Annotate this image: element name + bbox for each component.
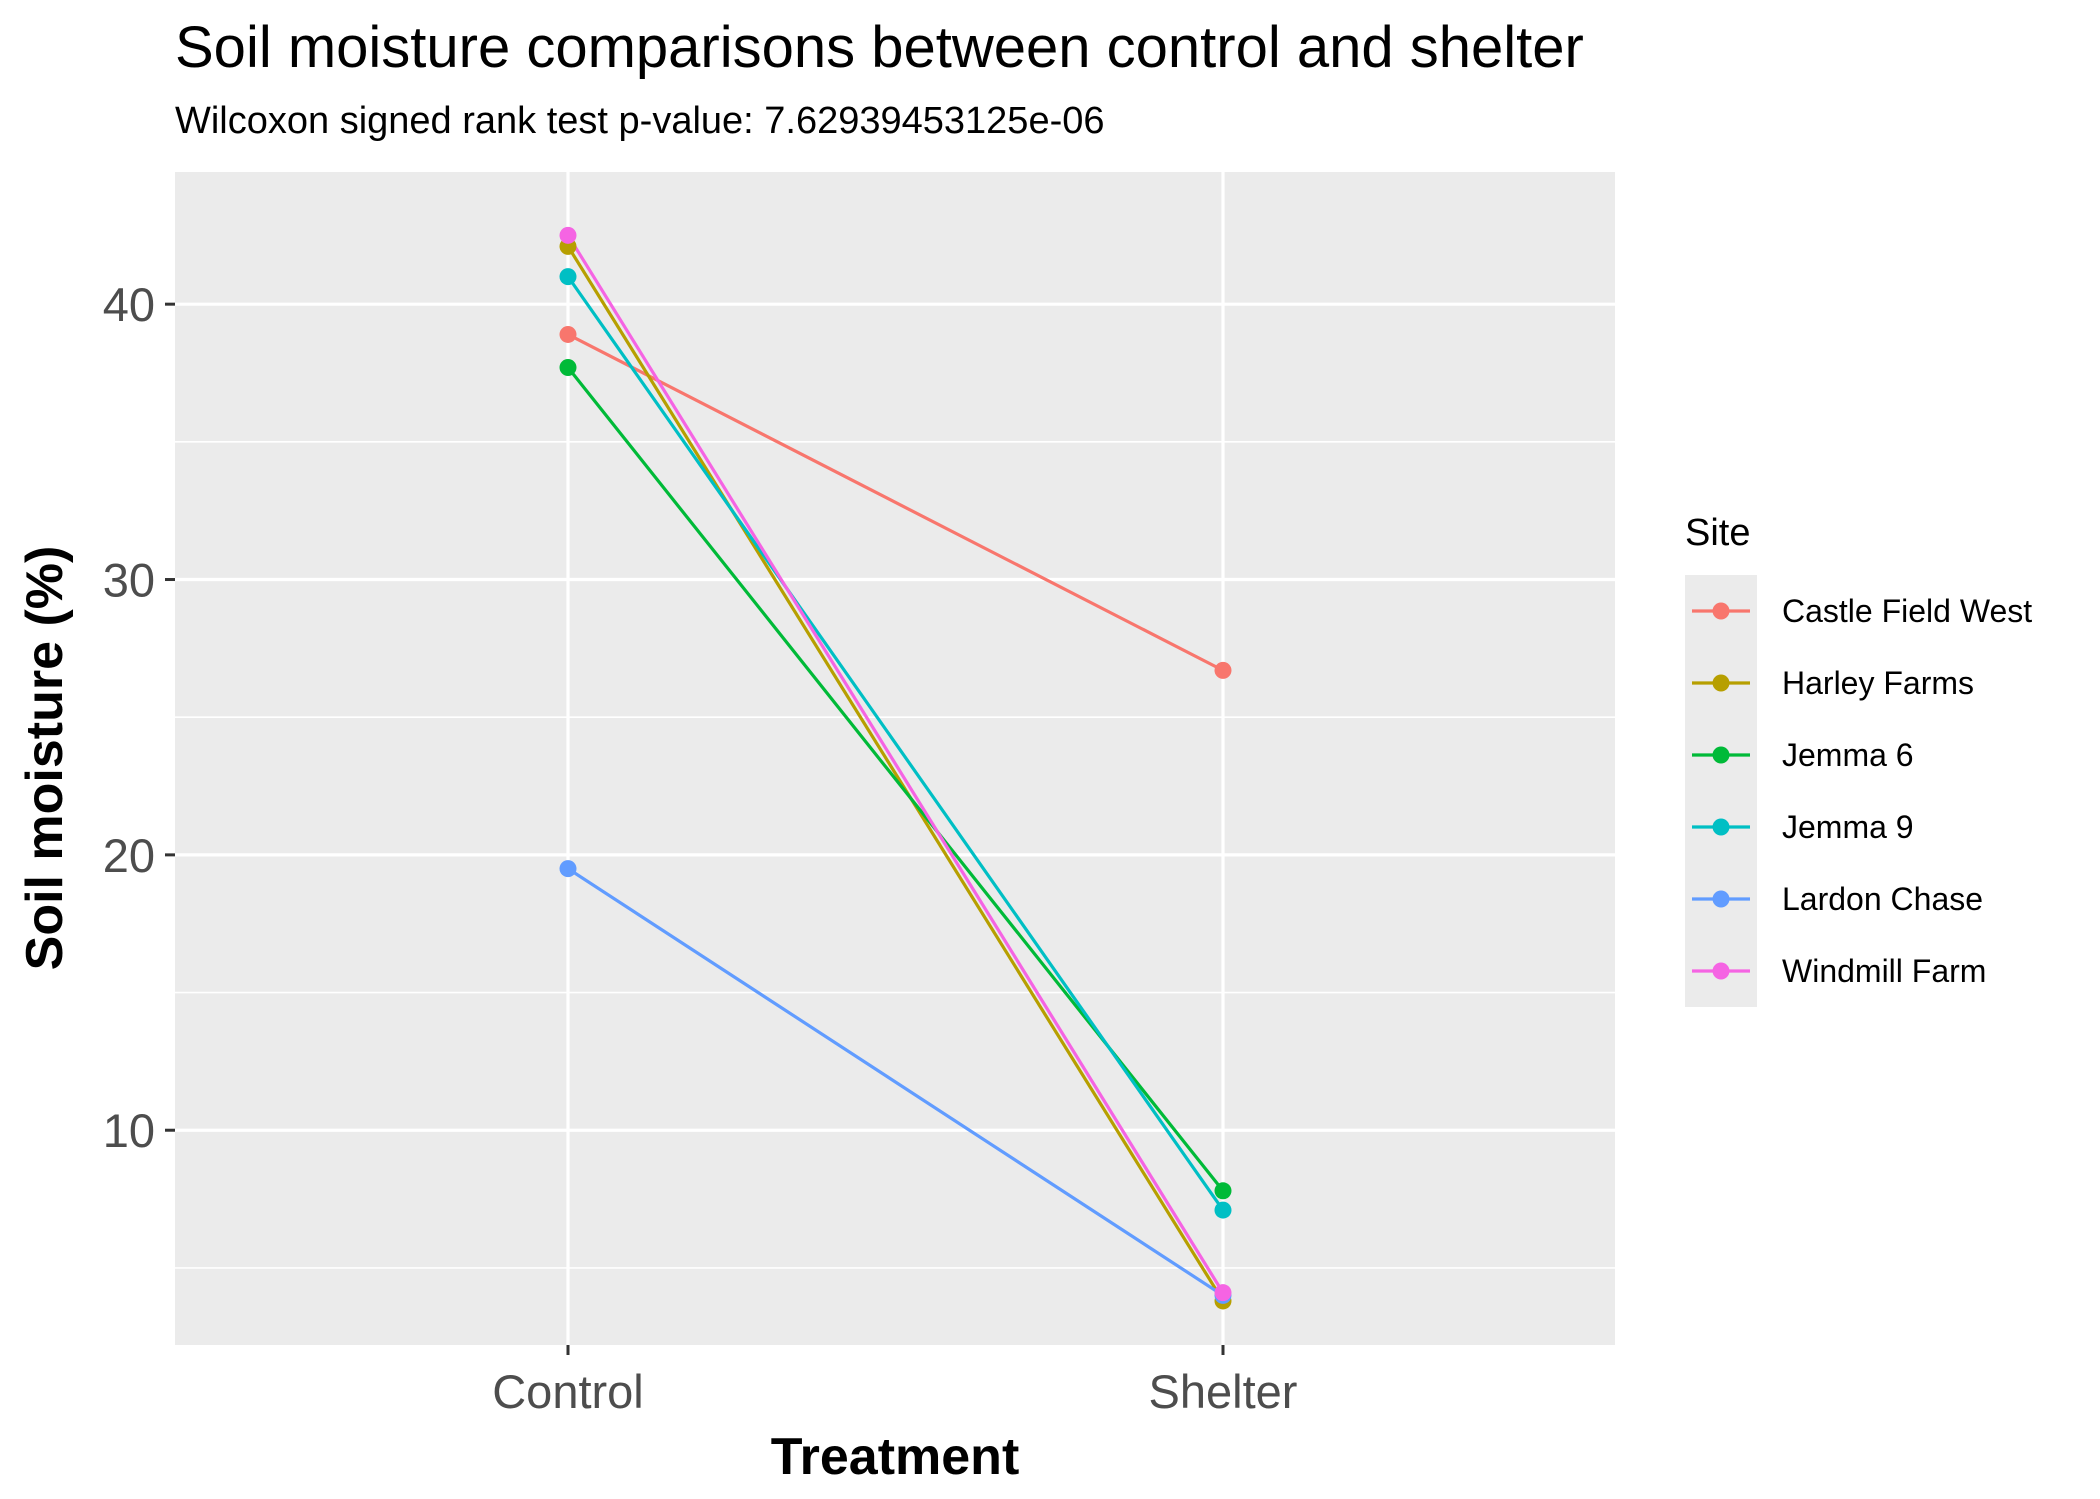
legend-items: Castle Field West Harley Farms Jemma 6 Jemm… xyxy=(1692,593,2032,989)
legend-key-point xyxy=(1712,962,1730,980)
x-tick-label: Control xyxy=(492,1365,644,1418)
legend-key-point xyxy=(1712,890,1730,908)
legend-title: Site xyxy=(1685,512,1750,554)
legend-label: Jemma 6 xyxy=(1782,737,1914,773)
major-gridlines xyxy=(175,172,1615,1345)
legend-label: Jemma 9 xyxy=(1782,809,1914,845)
legend-label: Lardon Chase xyxy=(1782,881,1983,917)
series-line xyxy=(567,867,1224,1297)
data-point xyxy=(559,860,577,878)
series-points xyxy=(559,226,1232,1310)
data-point xyxy=(1214,1182,1232,1200)
legend-key-background xyxy=(1685,575,1757,1007)
axis-ticks xyxy=(165,302,1225,1355)
legend-label: Harley Farms xyxy=(1782,665,1974,701)
data-point xyxy=(559,226,577,244)
y-tick-label: 20 xyxy=(103,829,155,882)
chart-title: Soil moisture comparisons between contro… xyxy=(175,15,1584,80)
series-line xyxy=(566,275,1225,1211)
data-point xyxy=(1214,1284,1232,1302)
series-line xyxy=(566,245,1225,1302)
legend: Site Castle Field West Harley Farms Jemma … xyxy=(1685,512,2032,1007)
legend-key-point xyxy=(1712,818,1730,836)
legend-key-point xyxy=(1712,746,1730,764)
minor-gridlines xyxy=(175,441,1615,1269)
y-tick-label: 40 xyxy=(103,278,155,331)
legend-label: Castle Field West xyxy=(1782,593,2032,629)
x-tick-labels: Control Shelter xyxy=(492,1365,1297,1418)
data-point xyxy=(559,359,577,376)
y-tick-label: 30 xyxy=(103,554,155,607)
data-point xyxy=(1214,1201,1232,1219)
chart-subtitle: Wilcoxon signed rank test p-value: 7.629… xyxy=(175,100,1105,142)
data-point xyxy=(559,268,577,286)
x-axis-title: Treatment xyxy=(771,1428,1020,1486)
x-tick-label: Shelter xyxy=(1149,1365,1298,1418)
series-lines xyxy=(566,234,1225,1302)
series-line xyxy=(566,234,1225,1294)
series-line xyxy=(567,333,1224,672)
legend-key-point xyxy=(1712,602,1730,620)
y-tick-label: 10 xyxy=(103,1104,155,1157)
y-tick-labels: 10 20 30 40 xyxy=(103,278,155,1157)
data-point xyxy=(1214,661,1232,679)
plot-panel xyxy=(175,172,1615,1345)
y-axis-title: Soil moisture (%) xyxy=(16,546,74,971)
data-point xyxy=(559,325,577,343)
legend-label: Windmill Farm xyxy=(1782,953,1986,989)
legend-key-point xyxy=(1712,674,1730,692)
